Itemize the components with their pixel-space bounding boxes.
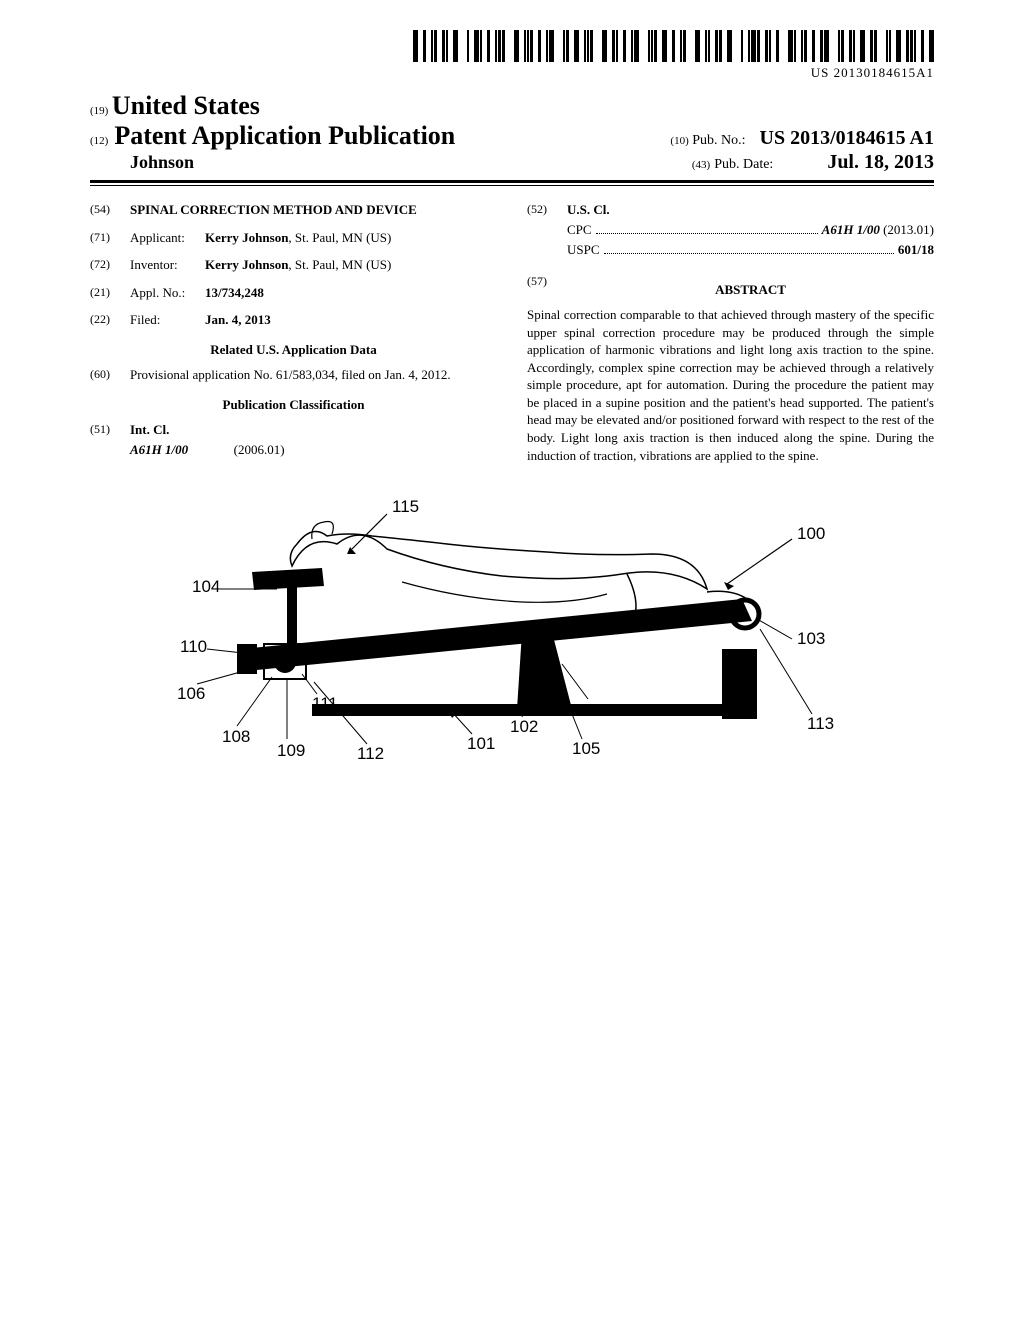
- barcode-graphic: [413, 30, 934, 62]
- ref-num-102: 102: [510, 717, 538, 736]
- uspc-label: USPC: [567, 241, 600, 259]
- rule-thick: [90, 180, 934, 183]
- ref-num-108: 108: [222, 727, 250, 746]
- dot-leader: [604, 244, 894, 254]
- ref-num-110: 110: [180, 637, 207, 656]
- right-column: (52) U.S. Cl. CPC A61H 1/00 (2013.01) US…: [527, 201, 934, 464]
- inventor-name: Kerry Johnson: [205, 257, 288, 272]
- header-inventor: Johnson: [130, 152, 194, 173]
- ref-num-114: 114: [580, 701, 607, 720]
- pub-class-header: Publication Classification: [90, 396, 497, 414]
- ref-num-113: 113: [807, 714, 834, 733]
- document-type: Patent Application Publication: [114, 121, 455, 151]
- appl-no-label: Appl. No.:: [130, 284, 195, 302]
- abstract-text: Spinal correction comparable to that ach…: [527, 306, 934, 464]
- pub-no-label: Pub. No.:: [692, 133, 745, 148]
- pub-date-value: Jul. 18, 2013: [827, 151, 934, 173]
- intcl-version: (2006.01): [234, 442, 285, 457]
- filed-value: Jan. 4, 2013: [205, 311, 271, 329]
- dot-leader: [596, 224, 818, 234]
- barcode-label: US 20130184615A1: [811, 65, 934, 81]
- pub-no-value: US 2013/0184615 A1: [760, 127, 934, 149]
- ref-num-109: 109: [277, 741, 305, 760]
- abstract-label: ABSTRACT: [567, 281, 934, 299]
- doc-type-inid: (12): [90, 135, 108, 147]
- related-data-header: Related U.S. Application Data: [90, 341, 497, 359]
- cpc-version: (2013.01): [883, 221, 934, 239]
- applicant-location: , St. Paul, MN (US): [288, 230, 391, 245]
- filed-inid: (22): [90, 311, 120, 329]
- appl-no-value: 13/734,248: [205, 284, 264, 302]
- barcode-region: US 20130184615A1: [90, 30, 934, 81]
- ref-num-106: 106: [177, 684, 205, 703]
- pub-no-inid: (10): [670, 135, 688, 147]
- ref-num-111: 111: [312, 694, 338, 713]
- left-column: (54) SPINAL CORRECTION METHOD AND DEVICE…: [90, 201, 497, 464]
- filed-label: Filed:: [130, 311, 195, 329]
- applicant-label: Applicant:: [130, 229, 195, 247]
- ref-num-115: 115: [392, 497, 419, 516]
- pub-date-inid: (43): [692, 159, 710, 171]
- uscl-inid: (52): [527, 201, 557, 219]
- invention-title: SPINAL CORRECTION METHOD AND DEVICE: [130, 201, 417, 219]
- provisional-inid: (60): [90, 366, 120, 384]
- appl-no-inid: (21): [90, 284, 120, 302]
- cpc-label: CPC: [567, 221, 592, 239]
- country-name: United States: [112, 91, 260, 120]
- inventor-label: Inventor:: [130, 256, 195, 274]
- patent-figure: 115 100 104 110 106 108 109 111 112 101 …: [152, 494, 872, 774]
- ref-num-104: 104: [192, 577, 220, 596]
- applicant-inid: (71): [90, 229, 120, 247]
- inventor-location: , St. Paul, MN (US): [288, 257, 391, 272]
- intcl-inid: (51): [90, 421, 120, 439]
- title-inid: (54): [90, 201, 120, 219]
- rule-thin: [90, 185, 934, 186]
- ref-num-105: 105: [572, 739, 600, 758]
- intcl-label: Int. Cl.: [130, 421, 169, 439]
- abstract-inid: (57): [527, 273, 557, 307]
- applicant-name: Kerry Johnson: [205, 230, 288, 245]
- ref-num-100: 100: [797, 524, 825, 543]
- intcl-code: A61H 1/00: [130, 442, 188, 457]
- country-inid: (19): [90, 105, 108, 117]
- inventor-inid: (72): [90, 256, 120, 274]
- uscl-label: U.S. Cl.: [567, 201, 610, 219]
- figure-area: 115 100 104 110 106 108 109 111 112 101 …: [90, 494, 934, 779]
- ref-num-101: 101: [467, 734, 495, 753]
- uspc-value: 601/18: [898, 241, 934, 259]
- ref-num-103: 103: [797, 629, 825, 648]
- cpc-value: A61H 1/00: [822, 221, 880, 239]
- bibliographic-content: (54) SPINAL CORRECTION METHOD AND DEVICE…: [90, 201, 934, 464]
- header-block: (19) United States (12) Patent Applicati…: [90, 91, 934, 174]
- ref-num-112: 112: [357, 744, 384, 763]
- pub-date-label: Pub. Date:: [714, 157, 773, 172]
- provisional-text: Provisional application No. 61/583,034, …: [130, 366, 451, 384]
